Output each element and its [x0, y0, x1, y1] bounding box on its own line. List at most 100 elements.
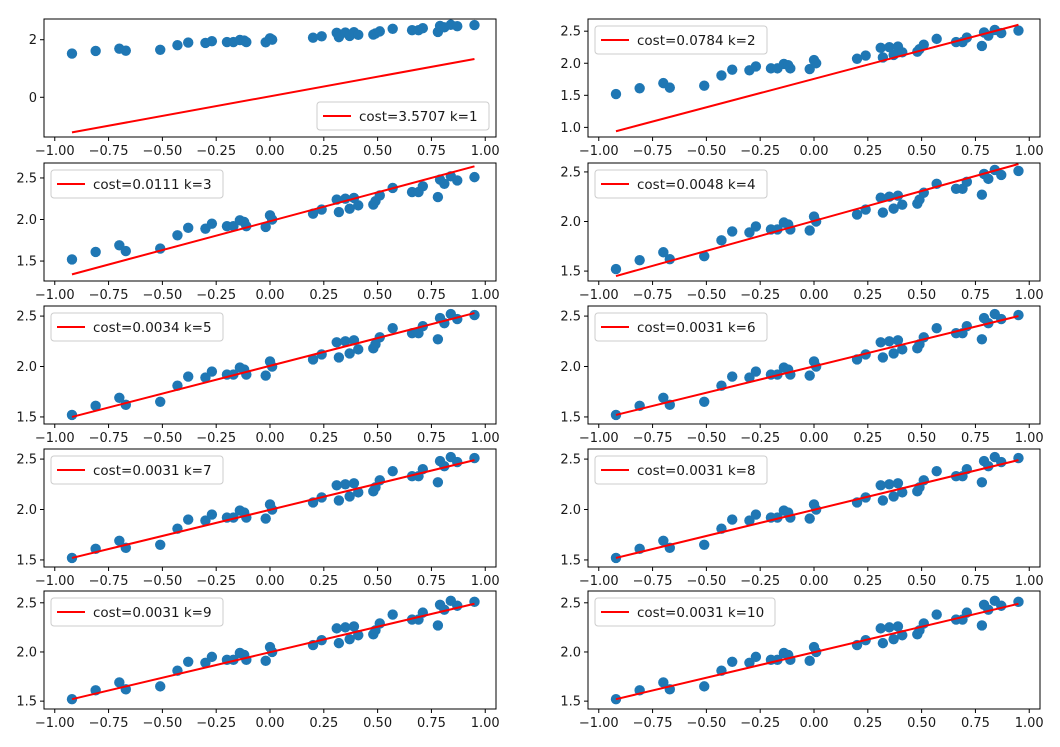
data-point [875, 42, 886, 54]
data-point [114, 677, 125, 688]
x-tick-label: −0.50 [142, 288, 182, 303]
data-point [634, 254, 645, 266]
legend: cost=0.0031 k=10 [594, 597, 776, 627]
x-tick-label: 0.25 [853, 144, 882, 159]
data-point [931, 322, 942, 334]
y-tick-label: 1.5 [16, 695, 37, 710]
legend-box [594, 597, 776, 627]
x-tick-label: −0.25 [196, 144, 236, 159]
x-tick-label: −1.00 [35, 144, 75, 159]
legend-box [50, 597, 224, 627]
x-tick-label: −1.00 [579, 574, 619, 589]
data-point [353, 344, 364, 355]
subplot-k7: −1.00 −0.75 −0.50 −0.25 0.00 0.25 0.50 0.75 1.00… [16, 448, 500, 589]
y-tick-label: 2.0 [560, 360, 581, 375]
data-point [976, 40, 988, 52]
x-tick-label: 0.00 [800, 574, 829, 589]
x-tick-label: 0.75 [961, 716, 990, 731]
legend: cost=0.0048 k=4 [594, 169, 768, 199]
x-tick-label: −0.50 [686, 716, 726, 731]
data-point [875, 192, 886, 203]
data-point [387, 609, 398, 620]
data-point [206, 509, 218, 520]
data-point [333, 637, 345, 649]
x-tick-label: 0.25 [309, 716, 338, 731]
data-point [183, 514, 194, 525]
data-point [888, 348, 899, 359]
data-point [155, 539, 166, 551]
data-point [727, 226, 738, 237]
subplot-k9: −1.00 −0.75 −0.50 −0.25 0.00 0.25 0.50 0.75 1.00… [16, 590, 500, 731]
legend-label: cost=3.5707 k=1 [359, 109, 478, 125]
x-tick-label: −1.00 [579, 716, 619, 731]
data-point [750, 221, 762, 232]
data-point [417, 181, 429, 192]
data-point [340, 479, 351, 490]
legend: cost=0.0031 k=8 [594, 455, 768, 485]
data-point [344, 203, 355, 214]
data-point [331, 480, 342, 491]
data-point [785, 63, 796, 74]
subplot-k10: −1.00 −0.75 −0.50 −0.25 0.00 0.25 0.50 0.75 1.00… [560, 590, 1044, 731]
subplot-k2: −1.00 −0.75 −0.50 −0.25 0.00 0.25 0.50 0.75 1.00… [560, 18, 1044, 159]
x-tick-label: 1.00 [471, 144, 500, 159]
fit-line [615, 602, 1019, 701]
x-tick-label: −1.00 [35, 716, 75, 731]
data-point [699, 251, 710, 262]
x-tick-label: −0.25 [740, 574, 780, 589]
data-point [374, 26, 385, 37]
legend: cost=3.5707 k=1 [316, 101, 490, 131]
data-point [750, 651, 762, 663]
x-tick-label: −0.75 [89, 574, 129, 589]
x-tick-label: −0.25 [196, 288, 236, 303]
scatter-points [66, 451, 480, 564]
x-tick-label: 0.50 [907, 144, 936, 159]
data-point [66, 254, 78, 265]
data-point [206, 218, 218, 229]
legend-label: cost=0.0111 k=3 [93, 177, 212, 193]
data-point [860, 50, 871, 61]
data-point [155, 396, 166, 408]
y-tick-label: 2.5 [560, 596, 581, 611]
y-tick-label: 2.5 [560, 310, 581, 325]
y-tick-label: 1.5 [560, 410, 581, 425]
data-point [120, 245, 131, 257]
x-tick-label: −0.25 [196, 574, 236, 589]
legend-label: cost=0.0031 k=6 [637, 320, 756, 336]
data-point [452, 175, 463, 186]
legend: cost=0.0784 k=2 [594, 25, 768, 55]
data-point [206, 651, 218, 663]
data-point [750, 61, 762, 72]
x-tick-label: −0.50 [686, 144, 726, 159]
data-point [172, 39, 183, 51]
x-tick-label: 0.25 [309, 431, 338, 446]
data-point [432, 191, 444, 203]
data-point [260, 370, 271, 381]
data-point [344, 348, 355, 359]
data-point [155, 44, 166, 55]
x-tick-label: 0.00 [800, 716, 829, 731]
y-tick-label: 1.5 [16, 255, 37, 270]
data-point [1013, 309, 1024, 321]
data-point [804, 370, 815, 381]
x-tick-label: −0.75 [89, 431, 129, 446]
data-point [260, 513, 271, 524]
data-point [931, 33, 942, 45]
x-tick-label: 1.00 [1015, 144, 1044, 159]
data-point [316, 31, 327, 42]
data-point [260, 221, 271, 233]
data-point [469, 19, 480, 31]
data-point [206, 366, 218, 377]
x-tick-label: 0.75 [417, 716, 446, 731]
legend-label: cost=0.0031 k=9 [93, 605, 212, 621]
x-tick-label: −0.50 [686, 431, 726, 446]
x-tick-label: 0.00 [256, 716, 285, 731]
x-tick-label: 1.00 [1015, 716, 1044, 731]
x-tick-label: 0.50 [907, 574, 936, 589]
legend-box [50, 312, 224, 342]
x-tick-label: 0.00 [800, 288, 829, 303]
data-point [983, 173, 994, 185]
subplot-k6: −1.00 −0.75 −0.50 −0.25 0.00 0.25 0.50 0.75 1.00… [560, 305, 1044, 446]
data-point [804, 225, 815, 236]
x-tick-label: −0.75 [633, 144, 673, 159]
